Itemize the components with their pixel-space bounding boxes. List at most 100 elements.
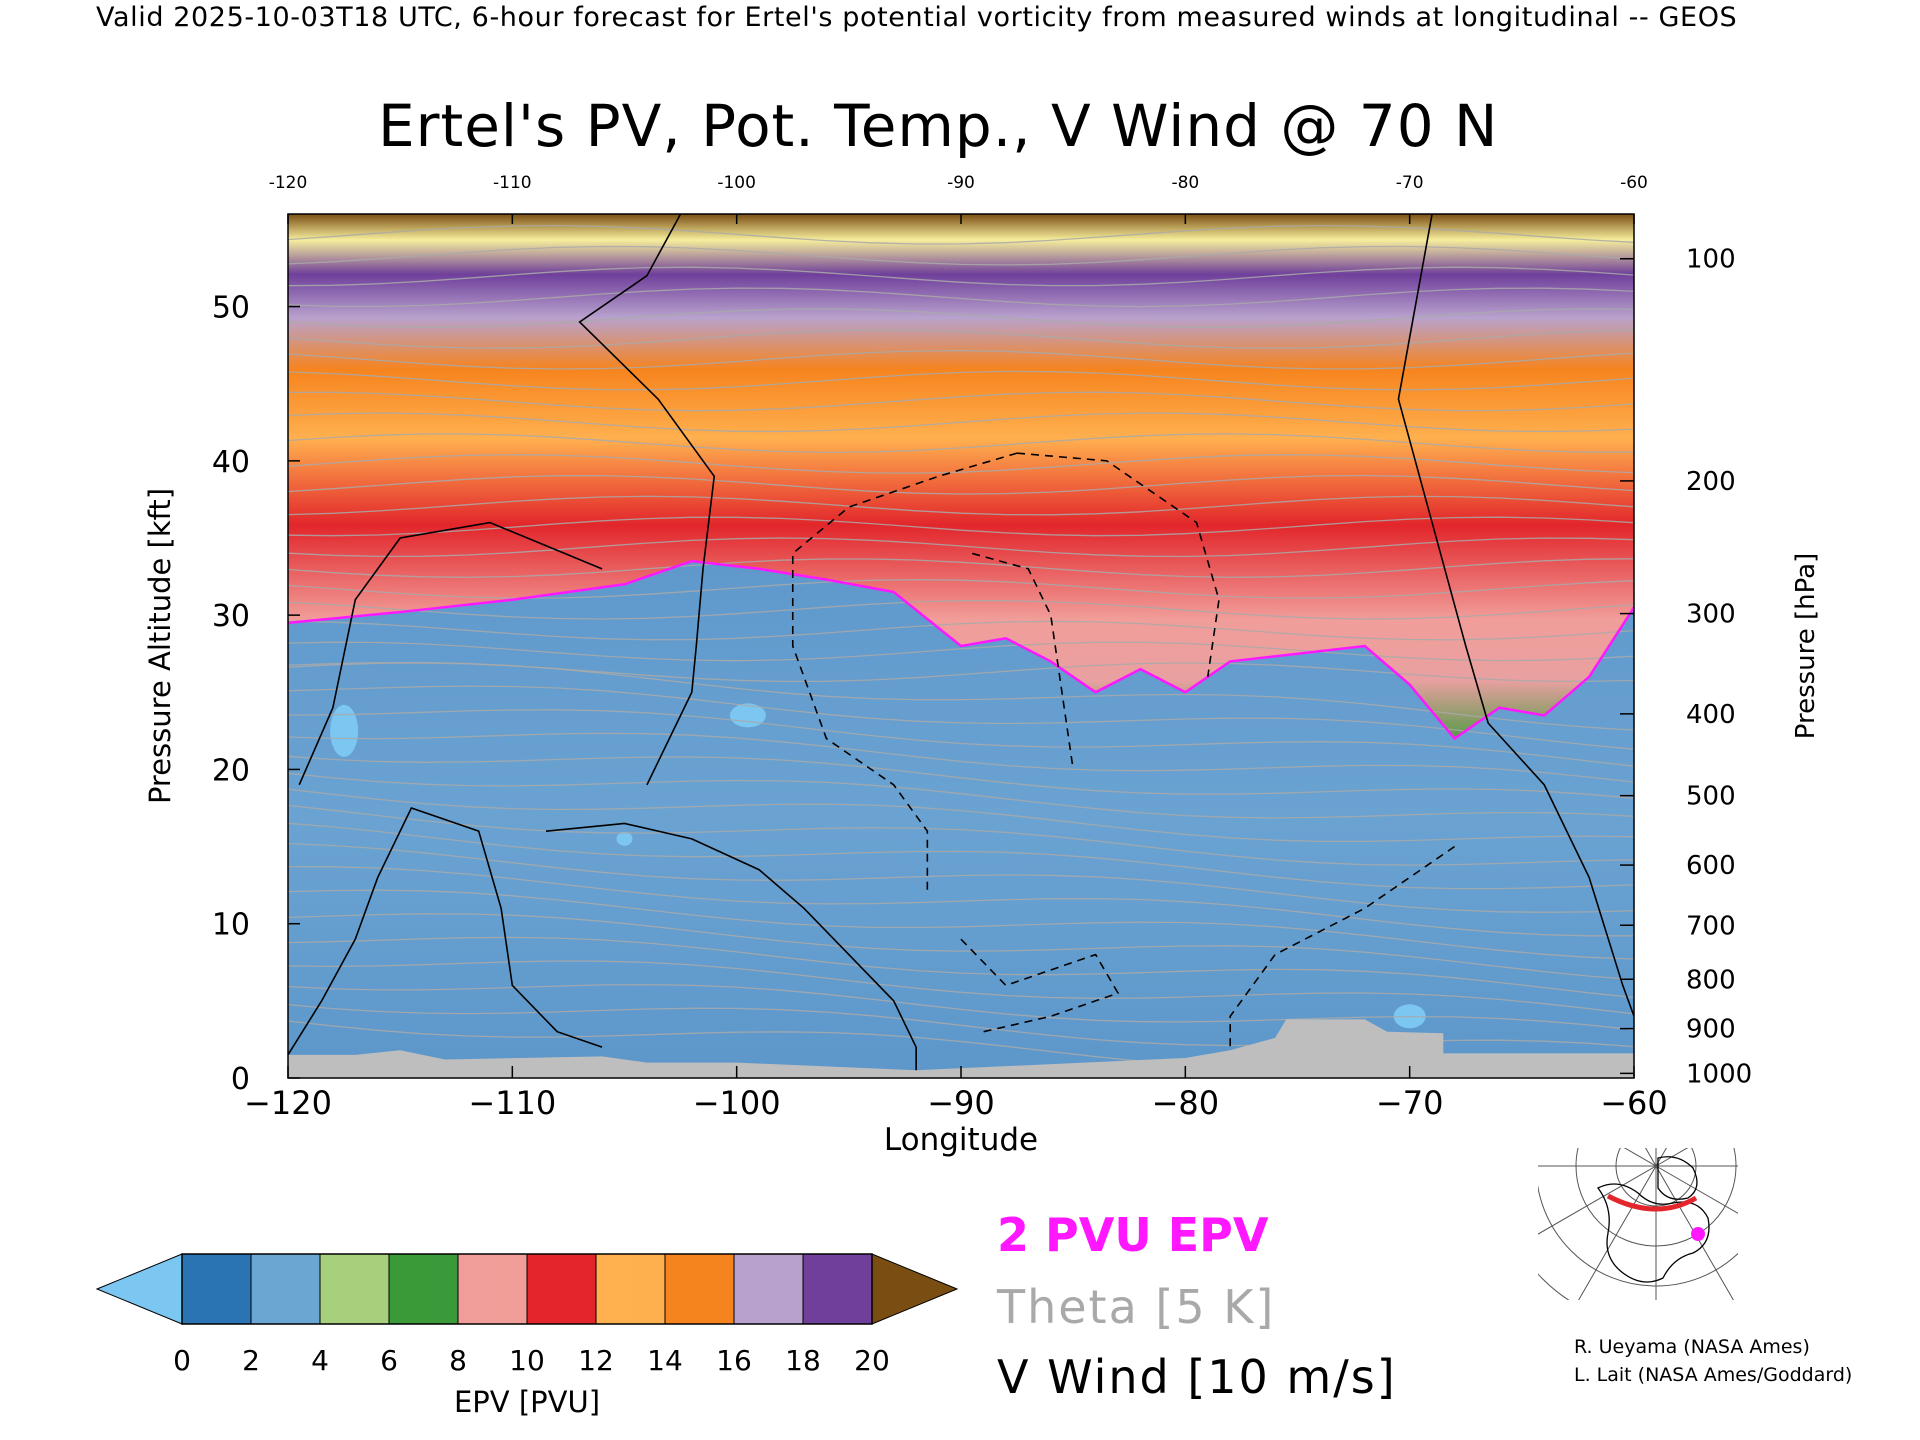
colorbar-tick-label: 6 [380, 1344, 398, 1377]
colorbar-tick-label: 18 [785, 1344, 821, 1377]
forecast-valid-line: Valid 2025-10-03T18 UTC, 6-hour forecast… [96, 2, 1738, 33]
theta-contour [287, 641, 1635, 662]
theta-contour [287, 516, 1635, 537]
colorbar-segment-shade [423, 1254, 458, 1324]
x-top-tick-label: -90 [947, 173, 975, 193]
x-top-tick-label: -120 [269, 173, 308, 193]
v-wind-negative-contour [960, 938, 1120, 1033]
low-pv-patch [330, 704, 359, 757]
colorbar-segment-shade [285, 1254, 320, 1324]
x-tick-label: −110 [468, 1084, 556, 1122]
theta-contour [287, 599, 1635, 620]
x-top-tick-label: -60 [1620, 173, 1648, 193]
continent-outline [1597, 1183, 1710, 1283]
topography [288, 1019, 1634, 1078]
x-tick-label: −100 [693, 1084, 781, 1122]
colorbar-segment-shade [768, 1254, 803, 1324]
v-wind-negative-contour [1017, 452, 1220, 677]
theta-contour [287, 755, 1635, 799]
chart-title: Ertel's PV, Pot. Temp., V Wind @ 70 N [378, 92, 1499, 160]
x-tick-label: −80 [1152, 1084, 1220, 1122]
theta-contour [287, 391, 1635, 412]
theta-contour [287, 287, 1635, 308]
low-pv-patch [729, 703, 766, 728]
colorbar-tick-label: 14 [647, 1344, 683, 1377]
epv-2pvu-contour [287, 559, 1636, 741]
y-axis-label: Pressure Altitude [kft] [143, 488, 177, 804]
locator-map [1538, 1148, 1738, 1300]
theta-contour [287, 889, 1635, 960]
x-tick-label: −60 [1600, 1084, 1668, 1122]
low-pv-patch [616, 831, 633, 846]
y-tick-label: 40 [212, 445, 250, 480]
x-top-tick-label: -100 [717, 173, 756, 193]
theta-contour [287, 620, 1635, 641]
colorbar-tick-label: 20 [854, 1344, 890, 1377]
colorbar-segment-shade [699, 1254, 734, 1324]
theta-contour [287, 454, 1635, 474]
theta-contour [287, 960, 1635, 1015]
theta-contour [287, 537, 1635, 558]
colorbar-segment-shade [837, 1254, 872, 1324]
x-top-tick-label: -110 [493, 173, 532, 193]
x-axis-label: Longitude [884, 1122, 1038, 1158]
colorbar-tick-label: 12 [578, 1344, 614, 1377]
pressure-tick-label: 300 [1686, 600, 1736, 630]
colorbar-segment-shade [561, 1254, 596, 1324]
colorbar-under-triangle [95, 1253, 183, 1325]
colorbar-tick-label: 10 [509, 1344, 545, 1377]
greenland-outline [1657, 1156, 1698, 1200]
y-tick-label: 20 [212, 753, 250, 788]
pressure-tick-label: 400 [1686, 700, 1736, 730]
troposphere-epv-field [288, 561, 1634, 1078]
location-marker [1691, 1227, 1705, 1241]
meridian-line [1655, 1165, 1738, 1214]
theta-contour [287, 865, 1634, 937]
theta-contour [287, 822, 1635, 890]
y-tick-label: 30 [212, 599, 250, 634]
colorbar-tick-label: 2 [242, 1344, 260, 1377]
x-tick-label: −120 [244, 1084, 332, 1122]
theta-contour [287, 224, 1635, 245]
v-wind-zero-contour [578, 213, 716, 786]
legend-v-wind: V Wind [10 m/s] [997, 1350, 1397, 1404]
theta-contour [287, 709, 1635, 767]
pressure-tick-label: 700 [1686, 911, 1736, 941]
v-wind-negative-contour [1229, 845, 1455, 1048]
y-tick-label: 0 [231, 1062, 250, 1097]
theta-contour [287, 558, 1635, 578]
theta-contour [287, 662, 1635, 683]
meridian-line [1578, 1165, 1657, 1300]
meridian-line [1538, 1165, 1657, 1235]
colorbar-tick-label: 16 [716, 1344, 752, 1377]
colorbar-tick-label: 0 [173, 1344, 191, 1377]
theta-contour [287, 732, 1635, 783]
v-wind-negative-contour [791, 452, 1018, 893]
theta-contour [287, 685, 1635, 750]
colorbar-tick-label: 8 [449, 1344, 467, 1377]
v-wind-zero-contour [1397, 213, 1635, 1017]
pressure-tick-label: 600 [1686, 851, 1736, 881]
theta-contour [287, 842, 1635, 913]
theta-contour [287, 913, 1635, 981]
x-top-tick-label: -80 [1171, 173, 1199, 193]
v-wind-zero-contour [287, 807, 603, 1056]
theta-contour [287, 329, 1635, 349]
theta-contour [287, 936, 1635, 999]
credit-line-1: R. Ueyama (NASA Ames) [1574, 1336, 1810, 1358]
colorbar-segment-shade [630, 1254, 665, 1324]
credit-line-2: L. Lait (NASA Ames/Goddard) [1574, 1364, 1853, 1386]
y2-axis-label: Pressure [hPa] [1791, 553, 1821, 740]
theta-contour [287, 579, 1635, 599]
colorbar-segment-shade [216, 1254, 251, 1324]
theta-contour [287, 266, 1635, 287]
pressure-tick-label: 100 [1686, 245, 1736, 275]
legend-2pvu-epv: 2 PVU EPV [997, 1208, 1269, 1262]
theta-contour [287, 349, 1635, 370]
theta-contour [287, 495, 1635, 516]
y-tick-label: 50 [212, 291, 250, 326]
v-wind-zero-contour [298, 521, 603, 786]
x-tick-label: −90 [927, 1084, 995, 1122]
legend-theta: Theta [5 K] [997, 1280, 1276, 1334]
